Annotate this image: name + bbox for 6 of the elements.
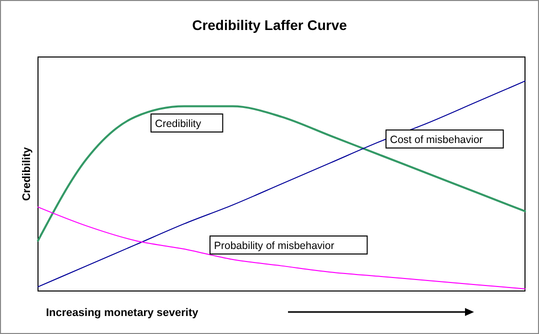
series-label: Credibility [155, 118, 202, 130]
series-label: Cost of misbehavior [390, 134, 484, 146]
chart-title: Credibility Laffer Curve [192, 17, 348, 33]
x-axis-title: Increasing monetary severity [46, 307, 200, 319]
series-label: Probability of misbehavior [214, 240, 335, 252]
y-axis-title: Credibility [21, 146, 33, 201]
